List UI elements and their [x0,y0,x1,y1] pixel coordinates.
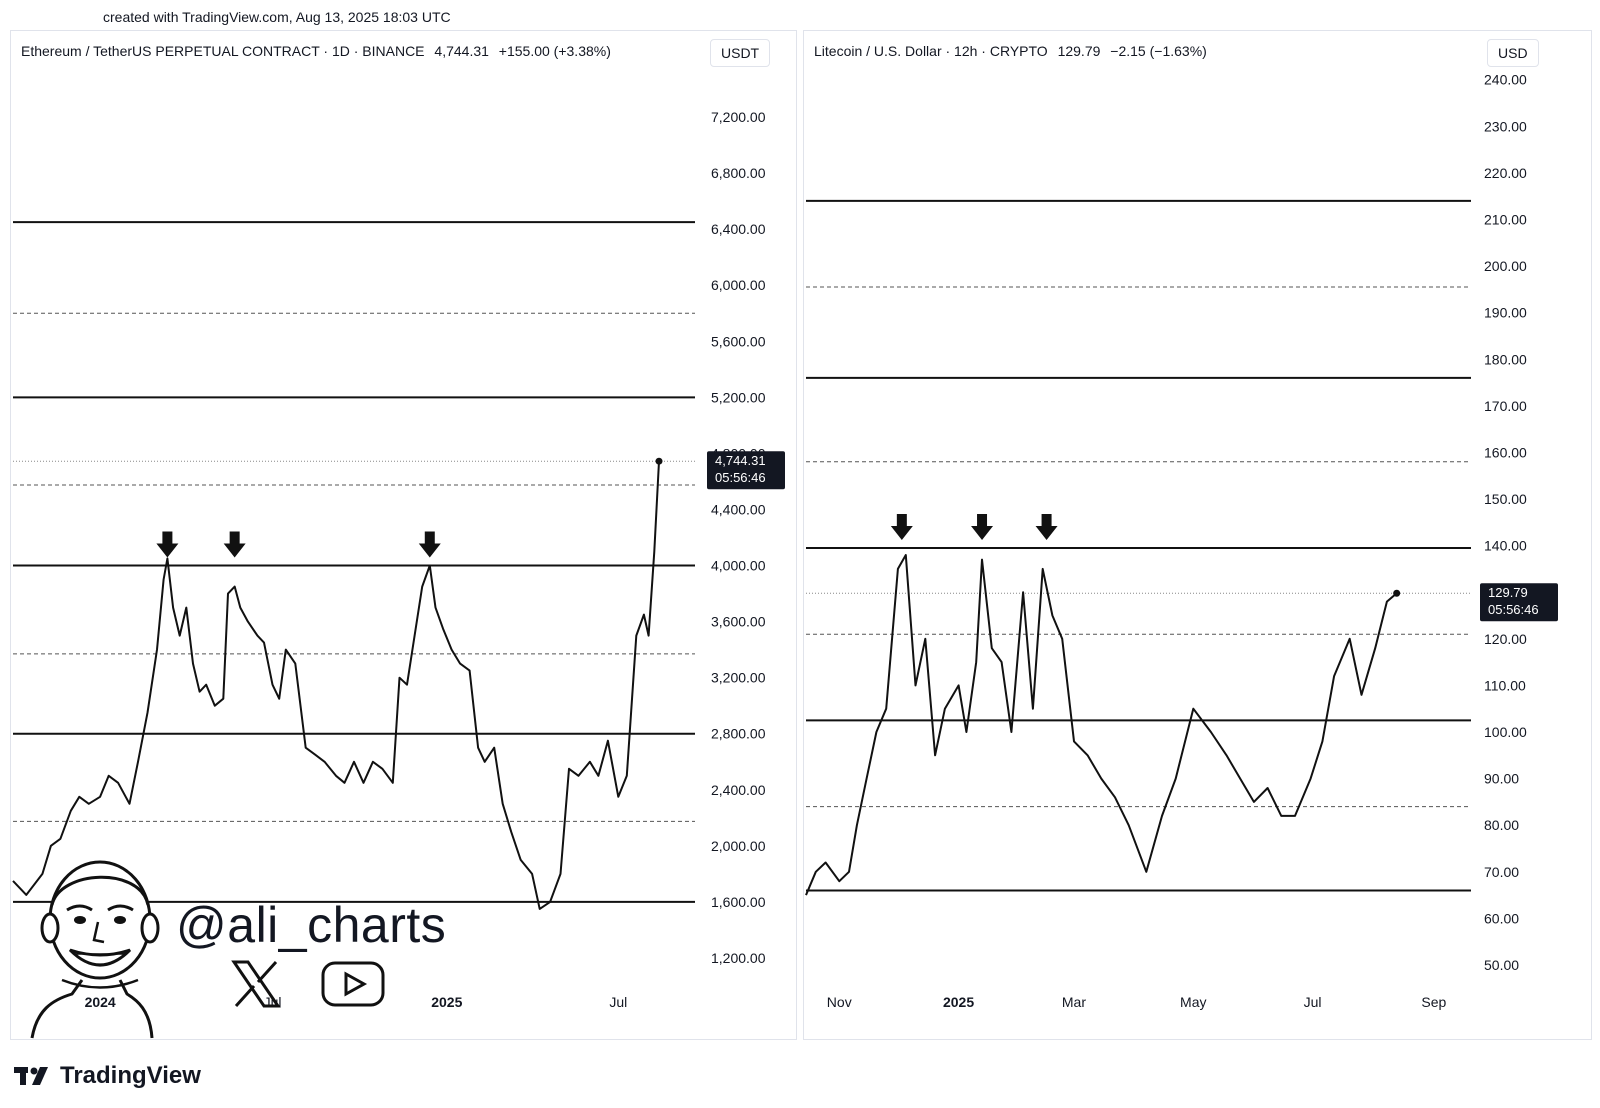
ltc-x-tick-label: Jul [1304,994,1322,1010]
eth-x-tick-label: 2025 [431,994,462,1010]
ltc-y-tick-label: 100.00 [1484,724,1527,740]
ltc-arrow-marker [1035,513,1058,540]
ltc-y-tick-label: 60.00 [1484,910,1519,926]
eth-y-tick-label: 2,400.00 [711,782,766,798]
ltc-price-line [805,554,1398,896]
eth-arrow-marker [418,531,441,558]
eth-x-tick-label: 2024 [85,994,116,1010]
eth-price-badge-value: 4,744.31 [715,453,766,468]
ltc-chart-panel[interactable]: Litecoin / U.S. Dollar · 12h · CRYPTO 12… [803,30,1592,1040]
ltc-legend: Litecoin / U.S. Dollar · 12h · CRYPTO 12… [814,43,1207,59]
ltc-change: −2.15 (−1.63%) [1110,43,1207,59]
created-watermark: created with TradingView.com, Aug 13, 20… [103,9,451,25]
eth-change: +155.00 (+3.38%) [498,43,611,59]
eth-price-badge: 4,744.31 05:56:46 [707,451,785,490]
eth-arrow-marker [223,531,246,558]
ltc-y-tick-label: 120.00 [1484,631,1527,647]
ltc-y-tick-label: 230.00 [1484,118,1527,134]
ltc-y-tick-label: 50.00 [1484,957,1519,973]
ltc-x-tick-label: Sep [1421,994,1446,1010]
ltc-y-tick-label: 190.00 [1484,305,1527,321]
ltc-y-tick-label: 160.00 [1484,444,1527,460]
ltc-x-tick-label: May [1180,994,1206,1010]
eth-x-tick-label: Jul [609,994,627,1010]
ltc-x-tick-label: 2025 [943,994,974,1010]
tradingview-logo-text: TradingView [60,1062,201,1089]
ltc-y-tick-label: 90.00 [1484,771,1519,787]
eth-chart-svg: 1,200.00 1,600.00 2,000.00 2,400.00 2,800.00… [12,109,785,1010]
eth-chart-panel[interactable]: Ethereum / TetherUS PERPETUAL CONTRACT ·… [10,30,797,1040]
tradingview-logo: TradingView [14,1062,201,1090]
eth-currency-button[interactable]: USDT [710,39,771,67]
eth-price-line [12,461,660,910]
ltc-last-point [1393,589,1401,597]
ltc-x-tick-label: Mar [1062,994,1086,1010]
ltc-symbol: Litecoin / U.S. Dollar · 12h · CRYPTO [814,43,1048,59]
ltc-price-badge-countdown: 05:56:46 [1488,602,1539,617]
ltc-price-badge-value: 129.79 [1488,585,1528,600]
x-icon[interactable] [230,960,282,1013]
eth-symbol: Ethereum / TetherUS PERPETUAL CONTRACT ·… [21,43,425,59]
ltc-price-badge: 129.79 05:56:46 [1480,583,1558,622]
tradingview-logo-icon [14,1067,48,1085]
eth-y-tick-label: 7,200.00 [711,109,766,125]
eth-y-tick-label: 2,800.00 [711,726,766,742]
eth-y-tick-label: 1,200.00 [711,950,766,966]
ltc-y-tick-label: 140.00 [1484,538,1527,554]
ltc-y-tick-label: 110.00 [1484,677,1526,693]
eth-y-tick-label: 5,200.00 [711,389,766,405]
youtube-icon[interactable] [320,960,386,1013]
ltc-last-price: 129.79 [1057,43,1101,59]
ltc-y-tick-label: 170.00 [1484,398,1527,414]
ltc-y-tick-label: 80.00 [1484,817,1519,833]
eth-price-badge-countdown: 05:56:46 [715,470,766,485]
eth-y-tick-label: 3,200.00 [711,670,766,686]
ltc-price-badge-bg [1480,583,1558,622]
eth-last-price: 4,744.31 [434,43,489,59]
ltc-y-tick-label: 200.00 [1484,258,1527,274]
eth-y-tick-label: 6,000.00 [711,277,766,293]
avatar-caricature [12,860,202,1045]
ltc-currency-button[interactable]: USD [1487,39,1539,67]
eth-y-tick-label: 6,800.00 [711,165,766,181]
ltc-chart-svg: 50.00 60.00 70.00 80.00 90.00 100.00 110.00 120… [805,72,1558,1010]
eth-y-tick-label: 3,600.00 [711,614,766,630]
eth-y-tick-label: 4,000.00 [711,558,766,574]
author-handle: @ali_charts [176,897,447,953]
ltc-x-tick-label: Nov [827,994,852,1010]
ltc-y-tick-label: 240.00 [1484,72,1527,88]
eth-price-badge-bg [707,451,785,490]
eth-y-tick-label: 1,600.00 [711,894,766,910]
eth-legend: Ethereum / TetherUS PERPETUAL CONTRACT ·… [21,43,611,59]
ltc-y-tick-label: 220.00 [1484,165,1527,181]
ltc-y-tick-label: 210.00 [1484,211,1527,227]
ltc-arrow-marker [971,513,994,540]
eth-arrow-marker [156,531,179,558]
eth-y-tick-label: 2,000.00 [711,838,766,854]
eth-last-point [655,457,663,465]
ltc-arrow-marker [890,513,913,540]
eth-y-tick-label: 5,600.00 [711,333,766,349]
eth-y-tick-label: 6,400.00 [711,221,766,237]
ltc-y-tick-label: 70.00 [1484,864,1519,880]
ltc-y-tick-label: 180.00 [1484,351,1527,367]
ltc-y-tick-label: 150.00 [1484,491,1527,507]
eth-y-tick-label: 4,400.00 [711,501,766,517]
